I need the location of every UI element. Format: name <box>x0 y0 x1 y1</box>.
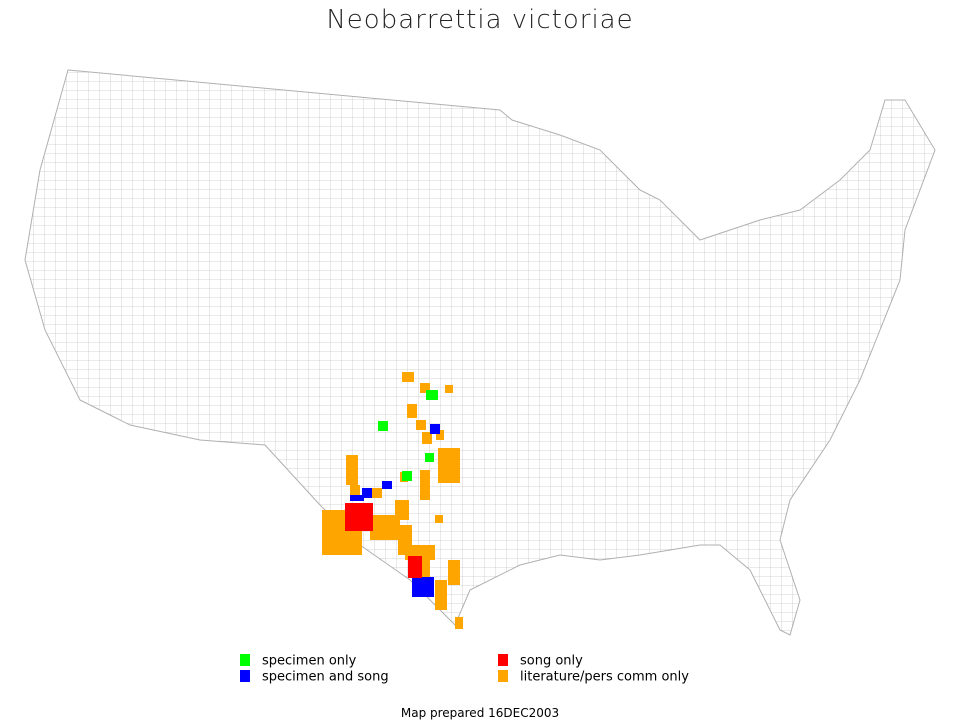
county <box>436 430 444 440</box>
county <box>430 424 440 434</box>
county <box>420 383 430 393</box>
legend-label: specimen only <box>262 654 357 669</box>
county <box>438 448 460 483</box>
legend-label: song only <box>520 654 583 669</box>
county <box>435 515 443 523</box>
legend-label: specimen and song <box>262 670 389 685</box>
county <box>350 485 360 495</box>
county <box>370 488 382 498</box>
county <box>402 372 414 382</box>
legend-swatch <box>498 670 508 682</box>
county-grid <box>25 70 935 635</box>
county <box>416 420 426 430</box>
county <box>345 503 373 531</box>
county <box>425 453 434 462</box>
legend-swatch <box>240 654 250 666</box>
county <box>420 560 430 580</box>
county <box>350 495 364 501</box>
county <box>362 488 372 498</box>
occurrence-counties <box>322 372 463 629</box>
county <box>346 455 358 485</box>
us-map <box>24 69 936 636</box>
map-title: Neobarrettia victoriae <box>326 5 633 35</box>
county <box>435 580 447 610</box>
county <box>382 481 392 489</box>
county <box>422 432 432 444</box>
legend-swatch <box>240 670 250 682</box>
county <box>426 390 438 400</box>
legend-swatch <box>498 654 508 666</box>
county <box>408 556 422 578</box>
county <box>420 470 430 500</box>
footer: Map prepared 16DEC2003 <box>401 706 559 720</box>
county <box>378 421 388 431</box>
county <box>448 560 460 585</box>
county <box>445 385 453 393</box>
county <box>455 617 463 629</box>
county <box>407 404 417 418</box>
county <box>402 471 412 481</box>
county <box>370 515 400 540</box>
legend-label: literature/pers comm only <box>520 670 689 685</box>
county <box>412 577 434 597</box>
